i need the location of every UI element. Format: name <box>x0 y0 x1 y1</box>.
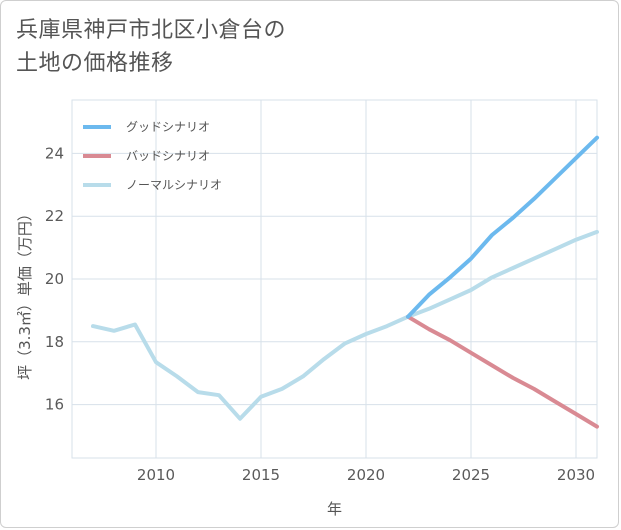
x-axis-label: 年 <box>327 500 342 518</box>
series-layer <box>91 135 599 429</box>
chart-title: 兵庫県神戸市北区小倉台の 土地の価格推移 <box>16 14 286 80</box>
legend-label: ノーマルシナリオ <box>126 178 222 192</box>
y-tick-label: 16 <box>45 396 64 414</box>
y-tick-label: 18 <box>45 333 64 351</box>
tick-labels: 2010 2015 2020 2025 2030 16 18 20 22 24 <box>45 144 595 484</box>
title-line-1: 兵庫県神戸市北区小倉台の <box>16 18 287 43</box>
y-tick-label: 22 <box>45 207 64 225</box>
y-axis-label: 坪（3.3㎡）単価（万円） <box>16 206 34 380</box>
x-tick-label: 2025 <box>452 466 490 484</box>
x-tick-label: 2020 <box>347 466 385 484</box>
y-tick-label: 24 <box>45 144 64 162</box>
x-tick-label: 2010 <box>137 466 175 484</box>
y-tick-label: 20 <box>45 270 64 288</box>
x-tick-label: 2015 <box>242 466 280 484</box>
legend-label: バッドシナリオ <box>126 149 210 163</box>
series-line-2 <box>406 314 599 429</box>
title-line-2: 土地の価格推移 <box>16 51 174 76</box>
x-tick-label: 2030 <box>557 466 595 484</box>
legend-label: グッドシナリオ <box>126 120 210 134</box>
series-line-1 <box>406 135 599 319</box>
series-line-3 <box>91 229 599 421</box>
